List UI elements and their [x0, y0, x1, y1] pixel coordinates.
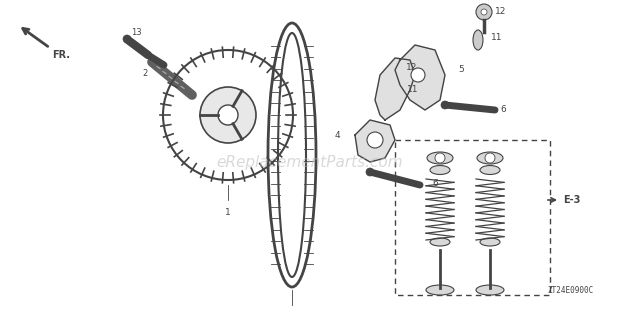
- Ellipse shape: [476, 285, 504, 295]
- Ellipse shape: [427, 81, 437, 99]
- Circle shape: [485, 153, 495, 163]
- Ellipse shape: [480, 238, 500, 246]
- Circle shape: [423, 63, 437, 77]
- Ellipse shape: [477, 152, 503, 164]
- Text: 11: 11: [491, 33, 502, 42]
- Text: 13: 13: [131, 28, 141, 37]
- Polygon shape: [355, 120, 395, 162]
- Text: ZT24E0900C: ZT24E0900C: [547, 286, 593, 295]
- Polygon shape: [395, 45, 445, 110]
- Ellipse shape: [430, 238, 450, 246]
- Ellipse shape: [473, 30, 483, 50]
- Circle shape: [441, 101, 449, 109]
- Circle shape: [481, 9, 487, 15]
- Ellipse shape: [427, 152, 453, 164]
- Text: 1: 1: [225, 208, 231, 217]
- Circle shape: [411, 68, 425, 82]
- Ellipse shape: [430, 166, 450, 175]
- Text: 5: 5: [458, 65, 464, 74]
- Circle shape: [366, 168, 374, 176]
- Text: 12: 12: [495, 7, 507, 16]
- Bar: [395, 140, 550, 295]
- Circle shape: [367, 132, 383, 148]
- Polygon shape: [375, 58, 415, 120]
- Circle shape: [476, 4, 492, 20]
- Text: 11: 11: [407, 86, 418, 95]
- Circle shape: [435, 153, 445, 163]
- Circle shape: [123, 35, 131, 43]
- Text: 12: 12: [405, 64, 417, 73]
- Ellipse shape: [426, 285, 454, 295]
- Text: 6: 6: [432, 179, 438, 188]
- Ellipse shape: [480, 166, 500, 175]
- Text: 4: 4: [334, 131, 340, 140]
- Circle shape: [200, 87, 256, 143]
- Circle shape: [218, 105, 238, 125]
- Text: E-3: E-3: [563, 195, 580, 205]
- Text: eReplacementParts.com: eReplacementParts.com: [216, 156, 404, 171]
- Text: 6: 6: [500, 104, 506, 113]
- Circle shape: [427, 67, 433, 73]
- Text: FR.: FR.: [52, 50, 70, 60]
- Text: 2: 2: [143, 69, 148, 78]
